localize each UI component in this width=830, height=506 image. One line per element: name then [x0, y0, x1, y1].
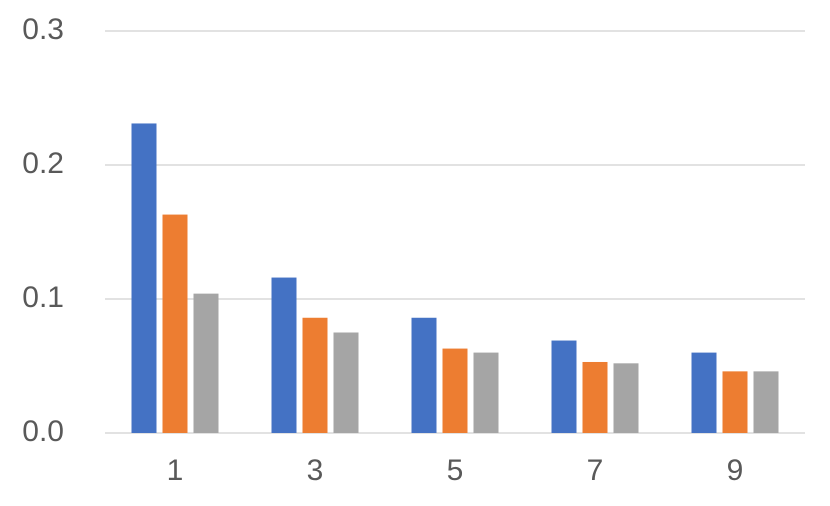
bar: [582, 361, 608, 433]
bar: [411, 317, 437, 433]
y-tick-label: 0.3: [22, 13, 64, 46]
x-tick-label: 1: [167, 454, 184, 487]
bar: [442, 348, 468, 433]
bar: [302, 317, 328, 433]
y-tick-label: 0.2: [22, 147, 64, 180]
bar: [551, 340, 577, 433]
bar: [613, 363, 639, 433]
bar: [193, 293, 219, 433]
x-tick-label: 3: [307, 454, 324, 487]
bar: [722, 371, 748, 433]
x-tick-label: 9: [727, 454, 744, 487]
bar: [271, 277, 297, 433]
x-tick-label: 5: [447, 454, 464, 487]
y-tick-label: 0.0: [22, 415, 64, 448]
y-tick-label: 0.1: [22, 281, 64, 314]
bar: [162, 214, 188, 433]
bar: [473, 352, 499, 433]
bar: [753, 371, 779, 433]
bar: [333, 332, 359, 433]
x-tick-label: 7: [587, 454, 604, 487]
bar: [691, 352, 717, 433]
bar: [131, 123, 157, 434]
